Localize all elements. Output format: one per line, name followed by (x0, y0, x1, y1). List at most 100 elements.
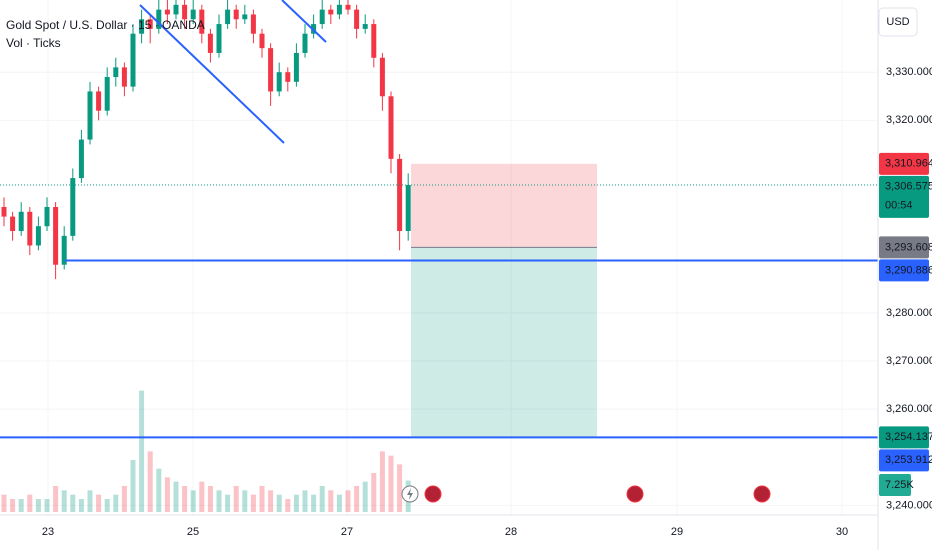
volume-bar (285, 499, 291, 512)
volume-bar (362, 481, 368, 512)
price-label: 3,293.608 (885, 241, 932, 253)
candle-body (35, 226, 41, 246)
volume-bar (199, 481, 205, 512)
us-flag-icon (424, 485, 442, 503)
candle-body (44, 206, 50, 227)
candle-body (139, 19, 145, 34)
candle-body (130, 33, 136, 87)
volume-bar (328, 490, 334, 512)
volume-bar (293, 494, 299, 512)
candle-body (345, 4, 351, 10)
x-tick-label: 29 (671, 526, 683, 538)
volume-bar (87, 490, 93, 512)
candle-body (285, 72, 291, 82)
volume-bar (242, 490, 248, 512)
price-label-bg (879, 426, 929, 449)
candle-body (268, 48, 274, 92)
volume-bar (27, 494, 33, 512)
candle-body (302, 33, 308, 53)
y-tick-label: 3,320.000 (886, 114, 932, 126)
volume-bar (1, 494, 7, 512)
price-label-bg (879, 259, 929, 282)
candle-body (173, 4, 179, 15)
price-label: 3,253.912 (885, 454, 932, 466)
y-tick-label: 3,240.000 (886, 499, 932, 511)
volume-bar (371, 473, 377, 512)
indicator-label: Vol · Ticks (6, 36, 61, 50)
volume-bar (336, 494, 342, 512)
price-label-bg (879, 152, 929, 175)
event-icon (407, 488, 413, 500)
candle-body (216, 24, 222, 53)
volume-bar (44, 499, 50, 512)
volume-bar (345, 490, 351, 512)
x-tick-label: 28 (505, 526, 517, 538)
candle-body (293, 52, 299, 82)
volume-bar (190, 490, 196, 512)
volume-bar (216, 490, 222, 512)
volume-bar (250, 494, 256, 512)
candle-body (182, 4, 188, 20)
candle-body (207, 33, 213, 53)
volume-bar (233, 486, 239, 512)
volume-bar (164, 477, 170, 512)
volume-bar (113, 494, 119, 512)
us-flag-icon (626, 485, 644, 503)
candle-body (147, 19, 153, 29)
candle-body (190, 9, 196, 20)
us-flag-icon (753, 485, 771, 503)
trend-line (281, 0, 327, 43)
candle-body (371, 24, 377, 58)
volume-bar (96, 494, 102, 512)
candle-body (18, 211, 24, 232)
candle-body (78, 139, 84, 179)
volume-bar (53, 486, 59, 512)
candle-body (61, 235, 67, 265)
candle-body (164, 9, 170, 15)
candle-body (362, 24, 368, 29)
volume-bar (388, 455, 394, 512)
volume-bar (173, 481, 179, 512)
candle-body (53, 206, 59, 265)
candle-body (354, 9, 360, 29)
candle-body (319, 9, 325, 25)
candle-body (250, 14, 256, 34)
y-tick-label: 3,330.000 (886, 66, 932, 78)
candle-body (405, 184, 411, 232)
candle-body (27, 211, 33, 246)
price-label: 3,306.575 (885, 181, 932, 193)
volume-bar (302, 490, 308, 512)
candle-body (336, 4, 342, 15)
volume-bar (319, 486, 325, 512)
candle-body (328, 9, 334, 15)
volume-label-bg (879, 474, 911, 496)
x-tick-label: 25 (187, 526, 199, 538)
y-tick-label: 3,280.000 (886, 307, 932, 319)
candle-body (156, 9, 162, 29)
candle-body (1, 206, 7, 217)
price-label-bg (879, 449, 929, 472)
volume-bar (10, 499, 16, 512)
target-zone (411, 247, 597, 438)
volume-bar (70, 494, 76, 512)
price-label: 3,254.137 (885, 431, 932, 443)
volume-bar (397, 464, 403, 512)
symbol-title: Gold Spot / U.S. Dollar · 15 · OANDA (6, 18, 205, 32)
currency-button[interactable] (878, 7, 918, 37)
volume-bar (61, 490, 67, 512)
volume-bar (354, 486, 360, 512)
price-label: 3,310.964 (885, 158, 932, 170)
candle-body (242, 14, 248, 20)
candle-body (121, 67, 127, 87)
volume-bar (268, 490, 274, 512)
candle-body (199, 9, 205, 34)
volume-bar (104, 499, 110, 512)
candle-body (397, 158, 403, 232)
volume-bar (130, 460, 136, 512)
volume-bar (78, 499, 84, 512)
price-timer: 00:54 (885, 200, 913, 212)
volume-bar (18, 499, 24, 512)
volume-label: 7.25K (885, 479, 914, 491)
candle-body (87, 91, 93, 140)
volume-bar (207, 486, 213, 512)
